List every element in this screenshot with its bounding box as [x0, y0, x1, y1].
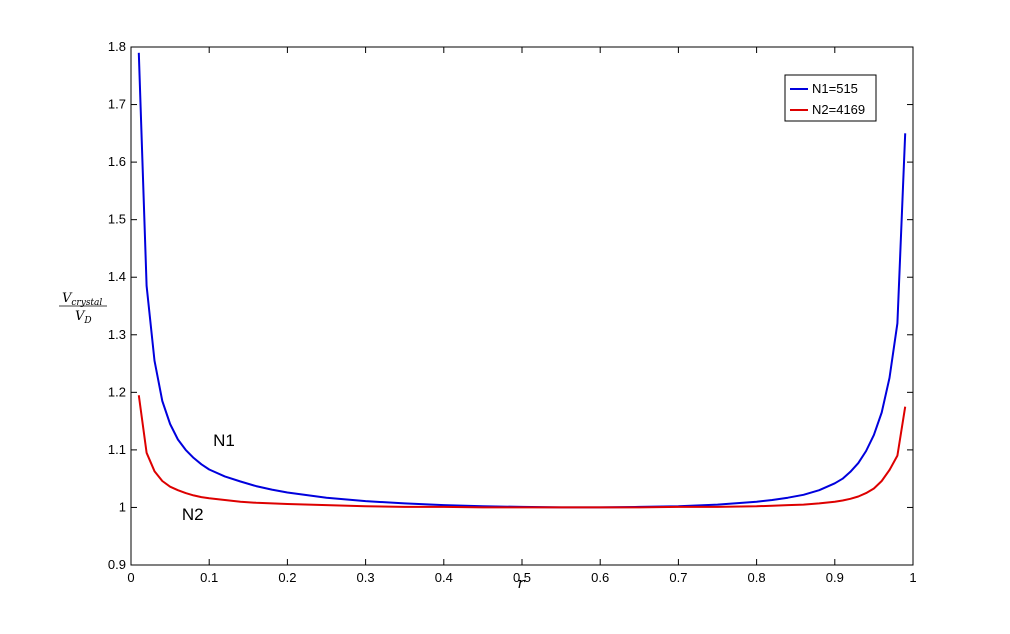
x-tick-label: 0.8 — [748, 570, 766, 585]
legend: N1=515 N2=4169 — [784, 74, 877, 122]
x-tick-label: 0.9 — [826, 570, 844, 585]
y-tick-label: 1.3 — [108, 327, 126, 342]
series-layer — [137, 52, 907, 509]
y-tick-label: 1.7 — [108, 97, 126, 112]
y-label-numerator-symbol: V — [62, 291, 73, 306]
y-label-denominator-sub: D — [83, 316, 91, 326]
series-line-n2 — [137, 395, 907, 509]
y-tick-label: 0.9 — [108, 557, 126, 572]
x-tick-label: 0.5 — [513, 570, 531, 585]
y-tick-label: 1.5 — [108, 212, 126, 227]
y-tick-label: 1.8 — [108, 39, 126, 54]
y-label-numerator-sub: crystal — [71, 298, 102, 308]
x-tick-label: 0 — [127, 570, 134, 585]
annotation-n2: N2 — [182, 505, 204, 524]
x-tick-label: 0.2 — [278, 570, 296, 585]
plot-frame — [130, 46, 914, 566]
y-label-numerator: Vcrystal — [62, 291, 102, 308]
annotations: N1 N2 — [182, 431, 235, 524]
legend-box — [784, 74, 877, 122]
y-tick-label: 1.1 — [108, 442, 126, 457]
x-axis: 0 0.1 0.2 0.3 0.4 0.5 0.6 0.7 0.8 0.9 1 — [127, 47, 917, 585]
x-tick-label: 0.6 — [591, 570, 609, 585]
x-tick-label: 0.3 — [357, 570, 375, 585]
y-axis: 0.9 1 1.1 1.2 1.3 1.4 1.5 1.6 1.7 1.8 — [108, 39, 913, 572]
x-tick-label: 0.7 — [669, 570, 687, 585]
y-label-denominator: VD — [75, 309, 92, 326]
x-axis-label: r — [517, 574, 525, 592]
y-tick-label: 1.2 — [108, 384, 126, 399]
y-tick-label: 1.6 — [108, 154, 126, 169]
x-tick-label: 0.4 — [435, 570, 453, 585]
x-tick-label: 1 — [909, 570, 916, 585]
y-tick-label: 1 — [119, 499, 126, 514]
legend-label-n2: N2=4169 — [812, 102, 865, 117]
y-tick-label: 1.4 — [108, 269, 126, 284]
x-tick-label: 0.1 — [200, 570, 218, 585]
legend-label-n1: N1=515 — [812, 81, 858, 96]
annotation-n1: N1 — [213, 431, 235, 450]
y-axis-label: Vcrystal VD — [59, 291, 107, 326]
y-label-denominator-symbol: V — [75, 309, 86, 324]
